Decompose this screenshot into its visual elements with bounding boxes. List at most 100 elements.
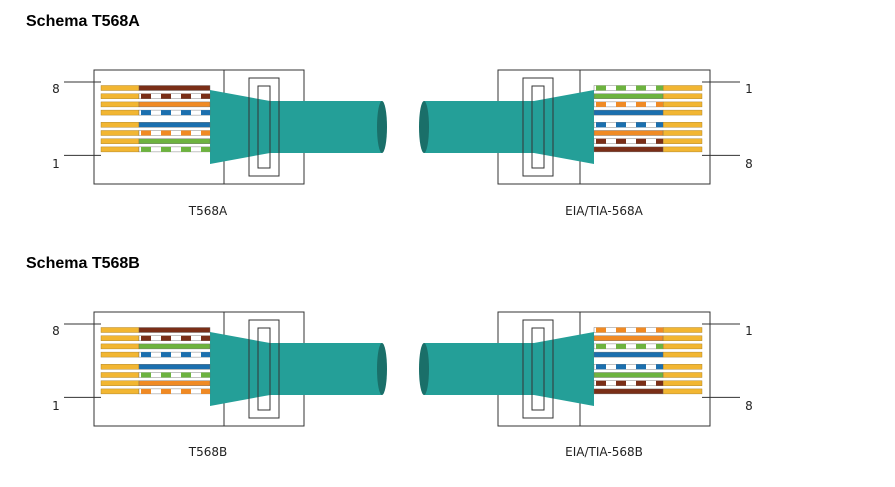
t568b-right-cable-sleeve <box>534 332 594 406</box>
t568b-right-contact <box>662 364 703 370</box>
t568b-left-wire-blue <box>138 364 211 370</box>
t568b-diagram: T568B EIA/TIA-568B 8 1 1 8 <box>52 311 753 459</box>
t568a-left-wire-brown <box>138 85 211 91</box>
t568b-right-contact <box>662 335 703 341</box>
t568a-left-wire-green-white-stripe <box>161 146 171 152</box>
t568b-right-cable-end <box>419 343 429 395</box>
t568b-right-contact <box>662 351 703 358</box>
t568a-right-wire-blue-white-stripe <box>656 122 663 128</box>
t568b-left-cable-end <box>377 343 387 395</box>
t568a-left-contact <box>100 122 140 128</box>
t568a-left-wire-green <box>138 138 211 144</box>
t568a-left-pin-top: 8 <box>52 82 60 96</box>
t568a-right-wire-blue-white-stripe <box>616 122 626 128</box>
t568a-left-wire-brown-white-stripe <box>161 93 171 99</box>
t568b-left-wire-green <box>138 343 211 350</box>
t568b-right-wire-orange-white-stripe <box>596 327 606 333</box>
t568b-right-contact <box>662 380 703 386</box>
t568a-right-wire-green <box>593 93 664 99</box>
t568a-right-wire-orange-white-stripe <box>616 101 626 107</box>
t568a-left-contact <box>100 138 140 144</box>
t568a-left-latch <box>248 77 280 177</box>
t568a-left-contact <box>100 130 140 136</box>
t568b-left-wire-blue-white-stripe <box>181 352 191 358</box>
t568a-diagram: T568A EIA/TIA-568A 8 1 1 8 <box>52 69 753 218</box>
t568b-left-wire-orange-white-stripe <box>141 388 151 394</box>
t568b-right-wire-orange-white-stripe <box>656 327 663 333</box>
t568b-right-contact <box>662 372 703 378</box>
t568a-right-wire-orange-white-stripe <box>636 101 646 107</box>
t568a-right-wire-blue-white-stripe <box>596 122 606 128</box>
t568a-right-latch-slot <box>531 85 545 169</box>
t568a-right-wire-orange-white-stripe <box>596 101 606 107</box>
t568a-left-contact <box>100 93 140 99</box>
t568a-left-wire-green-white-stripe <box>201 146 210 152</box>
t568b-right-pin-top: 1 <box>745 324 753 338</box>
t568b-left-contact <box>100 372 140 378</box>
t568b-left-wire-brown-white-stripe <box>181 335 191 341</box>
t568b-right-contact <box>662 327 703 333</box>
t568b-left-contact <box>100 343 140 350</box>
t568b-right-contact <box>662 343 703 350</box>
t568b-left-wire-brown-white-stripe <box>161 335 171 341</box>
t568b-right-pin-bottom: 8 <box>745 399 753 413</box>
t568b-left-wire-brown-white-stripe <box>141 335 151 341</box>
t568b-left-contact <box>100 351 140 358</box>
t568b-right-wire-brown-white-stripe <box>656 380 663 386</box>
t568b-left-wire-blue-white-stripe <box>141 352 151 358</box>
t568a-right-wire-orange-white-stripe <box>656 101 663 107</box>
t568b-left-pin-bottom: 1 <box>52 399 60 413</box>
t568b-left-wire-green-white-stripe <box>141 372 151 378</box>
t568a-left-contact <box>100 85 140 91</box>
t568b-left-wire-brown <box>138 327 211 333</box>
t568a-left-wire-orange-white-stripe <box>181 130 191 136</box>
t568a-left-cable-sleeve <box>210 90 270 164</box>
t568b-left-wire-green-white-stripe <box>161 372 171 378</box>
t568b-left-caption: T568B <box>188 445 227 459</box>
t568a-right-contact <box>662 109 703 116</box>
t568a-right-wire-blue <box>593 109 664 116</box>
t568a-left-wire-orange-white-stripe <box>201 130 210 136</box>
t568a-right-pin-bottom: 8 <box>745 157 753 171</box>
t568b-left-pin-top: 8 <box>52 324 60 338</box>
t568a-left-wire-blue-white-stripe <box>201 110 210 116</box>
t568b-left-wire-orange-white-stripe <box>181 388 191 394</box>
t568b-right-wire-green-white-stripe <box>616 343 626 349</box>
t568a-right-wire-brown-white-stripe <box>596 138 606 144</box>
t568a-right-latch <box>522 77 554 177</box>
t568b-left-wire-blue-white-stripe <box>201 352 210 358</box>
t568a-left-cable-end <box>377 101 387 153</box>
t568b-right-wire-brown-white-stripe <box>636 380 646 386</box>
t568b-right-wire-brown <box>593 388 664 395</box>
t568a-left-wire-orange-white-stripe <box>141 130 151 136</box>
t568a-right-wire-orange <box>593 130 664 136</box>
t568b-left-wire-green-white-stripe <box>181 372 191 378</box>
t568a-left-wire-brown-white-stripe <box>181 93 191 99</box>
t568b-right-wire-blue-white-stripe <box>656 364 663 370</box>
t568a-right-cable-end <box>419 101 429 153</box>
t568b-right-wire-brown-white-stripe <box>596 380 606 386</box>
t568a-right-contact <box>662 122 703 128</box>
t568b-left-contact <box>100 364 140 370</box>
t568b-right-wire-green <box>593 372 664 378</box>
t568a-left-wire-brown-white-stripe <box>141 93 151 99</box>
t568b-right-caption: EIA/TIA-568B <box>565 445 643 459</box>
t568b-left-latch <box>248 319 280 419</box>
t568b-right-wire-orange <box>593 335 664 341</box>
t568b-left-wire-orange-white-stripe <box>201 388 210 394</box>
t568a-right-contact <box>662 93 703 99</box>
t568a-right-wire-blue-white-stripe <box>636 122 646 128</box>
t568a-right-contact <box>662 130 703 136</box>
t568b-left-wire-brown-white-stripe <box>201 335 210 341</box>
t568b-left-cable-sleeve <box>210 332 270 406</box>
t568b-left-wire-blue-white-stripe <box>161 352 171 358</box>
t568a-left-caption: T568A <box>188 204 228 218</box>
t568a-left-contact <box>100 101 140 108</box>
t568a-left-wire-green-white-stripe <box>141 146 151 152</box>
t568a-right-wire-green-white-stripe <box>636 85 646 91</box>
t568a-right-wire-brown-white-stripe <box>636 138 646 144</box>
t568a-right-caption: EIA/TIA-568A <box>565 204 643 218</box>
t568b-left-wire-orange <box>138 380 211 386</box>
t568a-left-wire-orange <box>138 101 211 108</box>
t568a-right-contact <box>662 138 703 144</box>
